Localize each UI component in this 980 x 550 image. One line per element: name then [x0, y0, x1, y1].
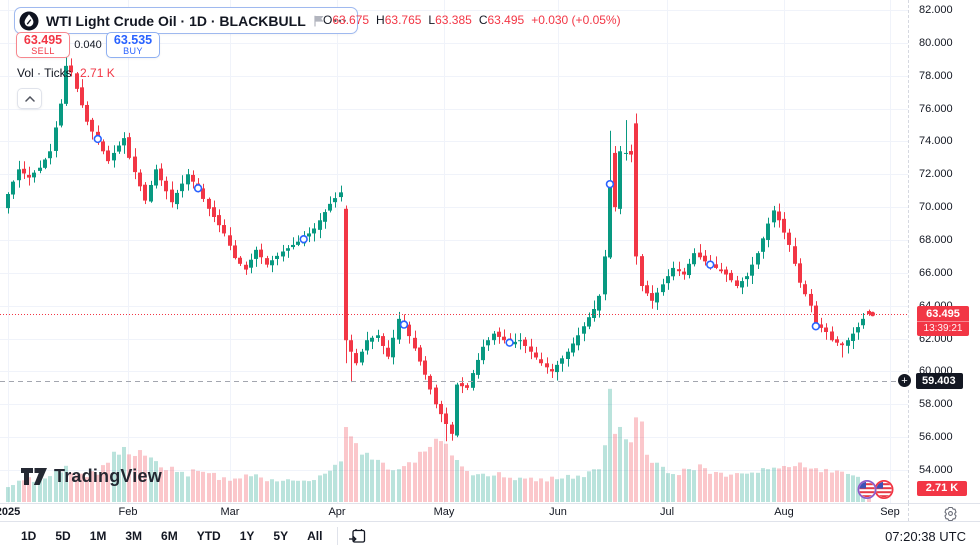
price-scale-settings	[908, 503, 980, 521]
go-to-date-icon	[349, 529, 366, 543]
buy-button[interactable]: 63.535 BUY	[106, 32, 160, 58]
chart-canvas[interactable]	[0, 0, 908, 503]
price-tick-label: 58.000	[919, 398, 953, 411]
time-axis-label-2025: 2025	[0, 506, 21, 518]
tradingview-watermark: TradingView	[20, 466, 162, 487]
range-button-1m[interactable]: 1M	[83, 526, 114, 546]
price-tick-label: 78.000	[919, 69, 953, 82]
us-flag-badge-left	[857, 479, 877, 500]
bottom-toolbar: 1D 5D 1M 3M 6M YTD 1Y 5Y All 07:20:38 UTC	[0, 521, 980, 550]
range-button-5d[interactable]: 5D	[48, 526, 77, 546]
price-tick-label: 76.000	[919, 102, 953, 115]
time-axis-label-may: May	[433, 506, 455, 518]
ohlc-low-value: 63.385	[435, 13, 472, 27]
sell-label: SELL	[31, 45, 55, 56]
range-button-6m[interactable]: 6M	[154, 526, 185, 546]
price-axis[interactable]: 63.495 13:39:21 + 59.403 2.71 K 82.000 80…	[896, 0, 980, 503]
last-price-label: 63.495 13:39:21	[917, 306, 969, 336]
timezone-clock[interactable]: 07:20:38 UTC	[885, 528, 966, 544]
change-value: +0.030 (+0.05%)	[531, 13, 621, 27]
chart-pane[interactable]: TradingView WTI Light Crude Oil · 1D · B…	[0, 0, 908, 503]
tradingview-logo-icon	[21, 468, 47, 485]
price-tick-label: 82.000	[919, 4, 953, 16]
price-scale-settings-icon[interactable]	[943, 506, 958, 521]
time-axis-label-apr: Apr	[328, 506, 346, 518]
ohlc-high-value: 63.765	[384, 13, 422, 27]
price-tick-label: 80.000	[919, 36, 953, 49]
ohlc-open-key: O	[323, 13, 333, 27]
ohlc-high-key: H	[376, 13, 385, 27]
plus-trade-icon[interactable]: +	[896, 372, 913, 389]
bar-countdown: 13:39:21	[917, 321, 969, 336]
time-axis[interactable]: 2025 Feb Mar Apr May Jun Jul Aug Sep	[0, 503, 908, 521]
price-tick-label: 54.000	[919, 464, 953, 476]
us-flag-badge-right	[874, 479, 894, 500]
symbol-button[interactable]: WTI Light Crude Oil · 1D · BLACKBULL •••	[14, 7, 358, 34]
chevron-up-icon	[24, 95, 35, 102]
range-button-ytd[interactable]: YTD	[190, 526, 228, 546]
more-options-icon[interactable]: •••	[333, 15, 348, 26]
collapse-indicators-button[interactable]	[17, 88, 42, 109]
buy-label: BUY	[123, 45, 143, 56]
price-tick-label: 56.000	[919, 431, 953, 444]
trade-buttons: 63.495 SELL 0.040 63.535 BUY	[16, 32, 160, 58]
symbol-title: WTI Light Crude Oil · 1D · BLACKBULL	[46, 12, 306, 29]
time-axis-label-jul: Jul	[659, 506, 675, 518]
economic-events-icon[interactable]	[852, 476, 900, 503]
time-axis-label-mar: Mar	[220, 506, 240, 518]
time-axis-label-aug: Aug	[774, 506, 794, 518]
price-tick-label: 66.000	[919, 266, 953, 279]
time-axis-label-jun: Jun	[549, 506, 567, 518]
ohlc-values: O63.675 H63.765 L63.385 C63.495 +0.030 (+0.0…	[323, 13, 621, 27]
indicator-name: Vol · Ticks	[17, 66, 72, 80]
last-price-value: 63.495	[917, 306, 969, 321]
range-button-1d[interactable]: 1D	[14, 526, 43, 546]
volume-axis-badge: 2.71 K	[917, 481, 967, 496]
crosshair-price-label: + 59.403	[896, 372, 963, 389]
range-button-5y[interactable]: 5Y	[266, 526, 295, 546]
buy-price: 63.535	[113, 32, 153, 47]
spread-value: 0.040	[74, 39, 102, 51]
flag-icon[interactable]	[313, 15, 325, 27]
indicator-value: 2.71 K	[80, 66, 115, 80]
time-axis-label-sep: Sep	[880, 506, 900, 518]
price-tick-label: 70.000	[919, 201, 953, 214]
watermark-text: TradingView	[54, 466, 162, 486]
price-tick-label: 72.000	[919, 168, 953, 181]
toolbar-divider	[337, 527, 339, 545]
ohlc-close-key: C	[478, 13, 488, 27]
ohlc-low-key: L	[428, 13, 436, 27]
ohlc-close-value: 63.495	[487, 13, 525, 27]
go-to-date-button[interactable]	[346, 526, 368, 546]
price-tick-label: 74.000	[919, 135, 953, 148]
sell-button[interactable]: 63.495 SELL	[16, 32, 70, 58]
oil-drop-icon	[19, 11, 39, 30]
ohlc-open-value: 63.675	[332, 13, 370, 27]
range-button-1y[interactable]: 1Y	[233, 526, 262, 546]
crosshair-price-value: 59.403	[916, 372, 963, 389]
sell-price: 63.495	[23, 32, 63, 47]
range-button-all[interactable]: All	[300, 526, 329, 546]
indicator-legend: Vol · Ticks 2.71 K	[17, 66, 115, 80]
range-switcher: 1D 5D 1M 3M 6M YTD 1Y 5Y All	[14, 526, 329, 546]
range-button-3m[interactable]: 3M	[118, 526, 149, 546]
time-axis-label-feb: Feb	[118, 506, 138, 518]
price-tick-label: 68.000	[919, 234, 953, 246]
